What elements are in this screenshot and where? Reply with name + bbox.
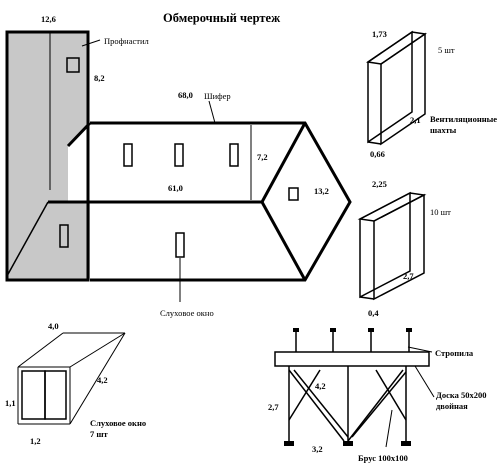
truss-base-label: 3,2 bbox=[312, 444, 323, 454]
profnastil-label: Профнастил bbox=[104, 36, 150, 46]
truss-foot-middle bbox=[343, 441, 353, 446]
vent-height-label: 1,73 bbox=[372, 29, 387, 39]
profnastil-wing bbox=[7, 32, 90, 280]
truss-foot-right bbox=[401, 441, 411, 446]
drawing-title: Обмерочный чертеж bbox=[163, 11, 281, 25]
board-label-line2: двойная bbox=[436, 401, 468, 411]
rafter-cap-1 bbox=[293, 328, 299, 332]
dormer-slope-edge bbox=[69, 332, 126, 425]
truss-top-beam bbox=[274, 351, 430, 367]
dormer-window-lower bbox=[175, 232, 185, 258]
truss-diagonal-2b bbox=[351, 371, 407, 438]
board-label-line1: Доска 50х200 bbox=[436, 390, 487, 400]
wing-lower-window bbox=[59, 224, 69, 248]
dormer-top-right-edge bbox=[69, 332, 126, 368]
block-count-label: 10 шт bbox=[430, 207, 451, 217]
dormer-window-3 bbox=[229, 143, 239, 167]
block-two-front bbox=[359, 191, 411, 299]
vent-label-line1: Вентиляционные bbox=[430, 114, 497, 124]
vent-shaft-front bbox=[367, 30, 413, 144]
block-depth-label: 0,4 bbox=[368, 308, 379, 318]
rafter-cap-4 bbox=[406, 328, 412, 332]
truss-drawing: Стропила Доска 50х200 двойная Брус 100х1… bbox=[268, 328, 487, 463]
block-two-side bbox=[373, 193, 425, 301]
wing-width-label: 12,6 bbox=[41, 14, 56, 24]
roof-left-hip bbox=[66, 121, 92, 148]
shifer-label: Шифер bbox=[204, 91, 231, 101]
dormer-window-count: 7 шт bbox=[90, 429, 109, 439]
vent-shaft-side bbox=[380, 32, 426, 146]
dormer-window-1 bbox=[123, 143, 133, 167]
hip-roof-outline bbox=[90, 121, 352, 282]
vent-shaft-drawing: 1,73 5 шт 2,1 0,66 Вентиляционные шахты bbox=[366, 29, 497, 159]
vent-depth-label: 0,66 bbox=[370, 149, 385, 159]
dormer-top-left-edge bbox=[17, 332, 64, 368]
end-window bbox=[288, 187, 299, 201]
vent-length-label: 2,1 bbox=[410, 115, 421, 125]
dormer-diagonal-label: 4,2 bbox=[97, 375, 108, 385]
block-height-label: 2,25 bbox=[372, 179, 387, 189]
board-leader bbox=[414, 365, 435, 398]
vent-label-line2: шахты bbox=[430, 125, 457, 135]
profnastil-leader bbox=[81, 39, 101, 47]
roof-right-hip-bottom bbox=[260, 201, 307, 281]
dormer-window-2 bbox=[174, 143, 184, 167]
wing-diagonal bbox=[6, 201, 49, 277]
main-building: 12,6 Профнастил 8,2 68,0 Шифер 7,2 61,0 … bbox=[5, 14, 352, 318]
vent-count-label: 5 шт bbox=[438, 45, 455, 55]
rafter-cap-3 bbox=[368, 328, 374, 332]
rafter-cap-2 bbox=[330, 328, 336, 332]
truss-foot-left bbox=[284, 441, 294, 446]
ridge-length-label: 68,0 bbox=[178, 90, 193, 100]
truss-diagonal-1b bbox=[293, 369, 349, 438]
dormer-height-label: 1,1 bbox=[5, 398, 16, 408]
wing-outline bbox=[5, 30, 90, 282]
dormer-width-label: 1,2 bbox=[30, 436, 41, 446]
block-two-top bbox=[357, 192, 427, 222]
beam-leader bbox=[385, 409, 393, 448]
rafter-label: Стропила bbox=[435, 348, 474, 358]
wing-side-label: 8,2 bbox=[94, 73, 105, 83]
slope-height-label: 7,2 bbox=[257, 152, 268, 162]
wing-window bbox=[66, 57, 80, 73]
dormer-length-label: 4,0 bbox=[48, 321, 59, 331]
truss-brace-right bbox=[375, 369, 407, 421]
truss-diagonal-2 bbox=[347, 369, 404, 442]
roof-right-hip-top bbox=[260, 122, 307, 203]
truss-brace-left bbox=[288, 369, 321, 421]
truss-diagonal-label: 4,2 bbox=[315, 381, 326, 391]
vent-shaft-bottom bbox=[367, 141, 382, 145]
bottom-length-label: 61,0 bbox=[168, 183, 183, 193]
end-width-label: 13,2 bbox=[314, 186, 329, 196]
dormer-window-drawing: 4,0 1,1 4,2 1,2 Слуховое окно 7 шт bbox=[5, 321, 146, 446]
dormer-window-caption: Слуховое окно bbox=[90, 418, 146, 428]
dormer-window-label: Слуховое окно bbox=[160, 308, 214, 318]
shifer-leader bbox=[208, 100, 216, 124]
truss-height-label: 2,7 bbox=[268, 402, 279, 412]
dormer-pane-right bbox=[44, 370, 67, 420]
rafter-leader bbox=[407, 346, 433, 353]
beam-label: Брус 100х100 bbox=[358, 453, 408, 463]
dormer-pane-left bbox=[21, 370, 46, 420]
block-two-bottom bbox=[359, 296, 375, 300]
block-two-drawing: 2,25 10 шт 2,7 0,4 bbox=[357, 179, 451, 318]
truss-diagonal-1 bbox=[288, 369, 345, 442]
block-length-label: 2,7 bbox=[403, 271, 414, 281]
